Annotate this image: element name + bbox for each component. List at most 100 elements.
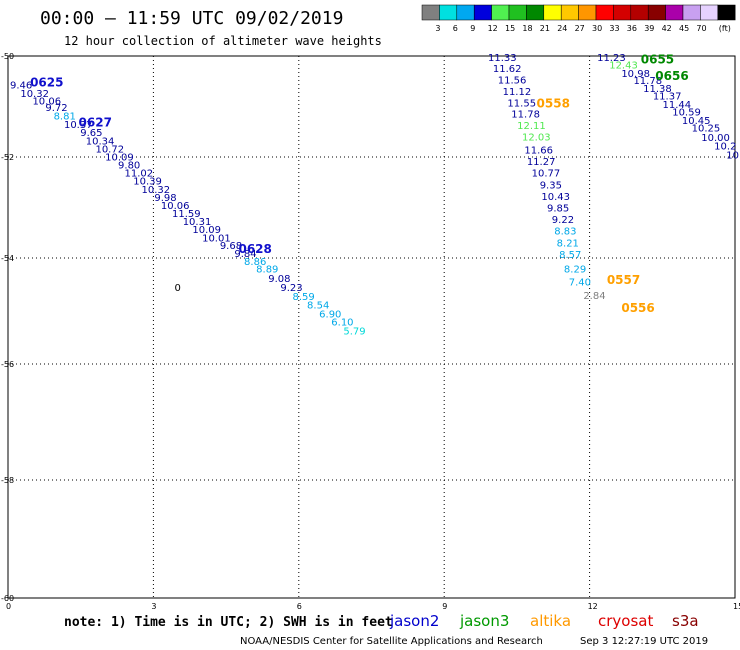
colorbar-label: 45 xyxy=(679,24,689,33)
y-tick-label: -58 xyxy=(1,476,14,485)
pass-label: 0556 xyxy=(621,301,654,315)
colorbar-swatch xyxy=(630,4,649,21)
data-point-label: 10.43 xyxy=(541,192,570,203)
data-point-label: 11.38 xyxy=(643,84,672,95)
colorbar-swatch xyxy=(491,4,510,21)
colorbar-swatch xyxy=(700,4,719,21)
colorbar-label: 39 xyxy=(644,24,654,33)
data-point-label: 6.10 xyxy=(331,318,353,329)
colorbar-label: 36 xyxy=(627,24,637,33)
colorbar-label: 70 xyxy=(696,24,706,33)
footnote: note: 1) Time is in UTC; 2) SWH is in fe… xyxy=(64,615,393,630)
data-point-label: 6.90 xyxy=(319,310,341,321)
y-tick-label: -52 xyxy=(1,153,14,162)
data-point-label: 10 xyxy=(726,150,739,161)
x-tick-label: 9 xyxy=(442,602,447,611)
data-point-label: 9.65 xyxy=(80,128,102,139)
data-point-label: 9.68 xyxy=(220,241,242,252)
colorbar-swatch xyxy=(439,4,458,21)
x-tick-label: 6 xyxy=(297,602,302,611)
data-point-label: 10.2 xyxy=(714,141,736,152)
data-point-label: 5.79 xyxy=(343,327,365,338)
data-point-label: 11.78 xyxy=(633,76,662,87)
data-point-label: 10.25 xyxy=(692,124,721,135)
colorbar-label: 3 xyxy=(435,24,440,33)
pass-label: 0655 xyxy=(641,53,674,67)
data-point-label: 11.02 xyxy=(125,169,154,180)
colorbar-swatch xyxy=(421,4,440,21)
colorbar-label: 24 xyxy=(557,24,567,33)
colorbar-label: 21 xyxy=(540,24,550,33)
colorbar-swatch xyxy=(647,4,666,21)
data-point-label: 11.12 xyxy=(503,87,532,98)
data-point-label: 9.08 xyxy=(268,274,290,285)
colorbar-legend: 3 6 9 12 15 18 21 24 27 30 33 36 39 42 45 70 (ft) xyxy=(421,4,736,33)
colorbar-label: 33 xyxy=(609,24,619,33)
data-point-label: 11.62 xyxy=(493,64,522,75)
x-tick-label: 3 xyxy=(151,602,156,611)
data-point-label: 10.77 xyxy=(532,169,561,180)
data-point-label: 10.06 xyxy=(32,96,61,107)
satellite-legend-item: altika xyxy=(530,612,571,630)
data-point-label: 8.29 xyxy=(564,265,586,276)
y-tick-label: -50 xyxy=(1,52,14,61)
y-tick-label: -56 xyxy=(1,360,14,369)
data-point-label: 10.59 xyxy=(672,108,701,119)
data-point-label: 7.40 xyxy=(569,277,591,288)
colorbar-swatch xyxy=(456,4,475,21)
colorbar-swatch xyxy=(595,4,614,21)
x-tick-label: 15 xyxy=(733,602,740,611)
satellite-legend-item: jason3 xyxy=(459,612,509,630)
data-point-label: 8.59 xyxy=(293,292,315,303)
data-point-label: 10.37 xyxy=(64,120,93,131)
colorbar-label: 6 xyxy=(453,24,458,33)
data-point-label: 8.57 xyxy=(559,250,581,261)
pass-label: 0557 xyxy=(607,273,640,287)
data-point-label: 9.80 xyxy=(118,161,140,172)
colorbar-label: 42 xyxy=(662,24,672,33)
y-tick-label: -54 xyxy=(1,254,14,263)
pass-label: 0627 xyxy=(79,116,112,130)
timestamp-text: Sep 3 12:27:19 UTC 2019 xyxy=(580,636,708,647)
data-point-label: 12.43 xyxy=(609,61,638,72)
data-point-label: 11.33 xyxy=(488,53,517,64)
data-point-label: 11.27 xyxy=(527,157,556,168)
colorbar-swatch xyxy=(543,4,562,21)
colorbar-swatch xyxy=(526,4,545,21)
data-point-label: 2.84 xyxy=(583,291,605,302)
y-tick-label: -60 xyxy=(1,594,14,603)
data-point-label: 8.54 xyxy=(307,301,329,312)
data-point-label: 8.81 xyxy=(54,112,76,123)
plot-frame xyxy=(7,55,736,599)
colorbar-swatch xyxy=(717,4,736,21)
data-point-label: 10.00 xyxy=(701,133,730,144)
data-point-label: 9.72 xyxy=(45,103,67,114)
colorbar-swatch xyxy=(665,4,684,21)
data-point-label: 11.37 xyxy=(653,91,682,102)
credit-text: NOAA/NESDIS Center for Satellite Applica… xyxy=(240,636,543,647)
data-point-label: 9.35 xyxy=(540,180,562,191)
data-point-label: 9.84 xyxy=(234,249,256,260)
data-point-label: 11.78 xyxy=(511,110,540,121)
data-point-label: 10.09 xyxy=(105,152,134,163)
pass-label: 0656 xyxy=(655,69,688,83)
data-point-label: 10.06 xyxy=(161,201,190,212)
data-point-label: 11.23 xyxy=(597,53,626,64)
colorbar-swatch xyxy=(613,4,632,21)
data-point-label: 11.55 xyxy=(507,98,536,109)
colorbar-label: 12 xyxy=(488,24,498,33)
colorbar-swatch xyxy=(560,4,579,21)
colorbar-label: (ft) xyxy=(719,24,731,33)
data-point-label: 9.85 xyxy=(547,204,569,215)
data-point-label: 10.34 xyxy=(86,136,115,147)
data-point-label: 10.45 xyxy=(682,116,711,127)
data-point-label: 12.11 xyxy=(517,121,546,132)
data-point-label: 8.89 xyxy=(256,265,278,276)
satellite-legend: note: 1) Time is in UTC; 2) SWH is in fe… xyxy=(64,612,699,630)
data-point-label: 10.98 xyxy=(621,69,650,80)
data-point-label: 11.56 xyxy=(498,76,527,87)
data-point-label: 10.32 xyxy=(20,89,49,100)
data-point-label: 10.72 xyxy=(95,144,124,155)
chart-title: 00:00 – 11:59 UTC 09/02/2019 xyxy=(40,8,343,29)
